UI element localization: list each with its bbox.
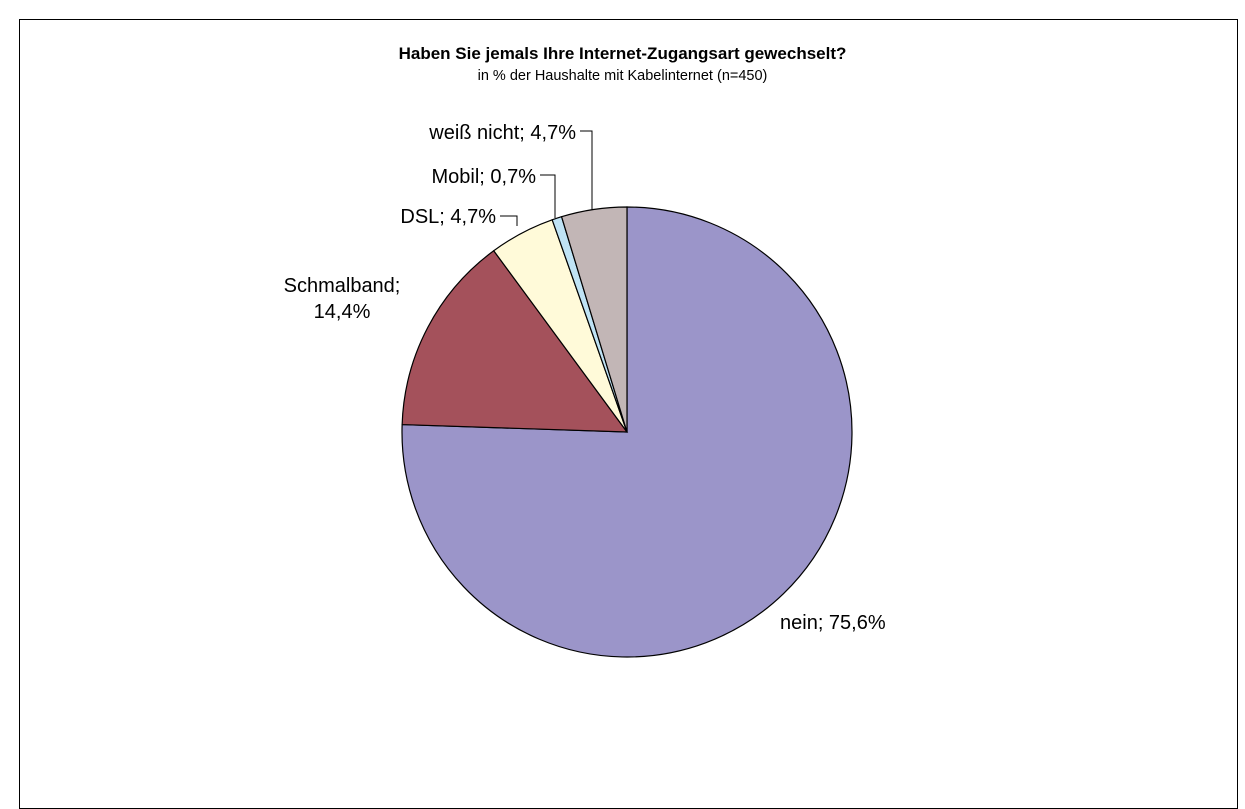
chart-subtitle: in % der Haushalte mit Kabelinternet (n=… [477,68,768,84]
leader-line-weiss-nicht [580,130,593,210]
pie-slice-nein [401,206,853,658]
slice-label-weiss-nicht: weiß nicht; 4,7% [428,122,576,144]
slice-label-schmalband: Schmalband; 14,4% [284,275,401,323]
pie-slice-weiss-nicht [560,206,628,433]
chart-title: Haben Sie jemals Ihre Internet-Zugangsar… [398,44,847,63]
slice-label-dsl: DSL; 4,7% [400,206,496,228]
slice-label-nein: nein; 75,6% [780,612,886,634]
slice-label-mobil: Mobil; 0,7% [432,166,537,188]
leader-line-mobil [540,174,556,218]
leader-line-dsl [500,215,518,226]
pie-slice-schmalband [401,249,629,433]
